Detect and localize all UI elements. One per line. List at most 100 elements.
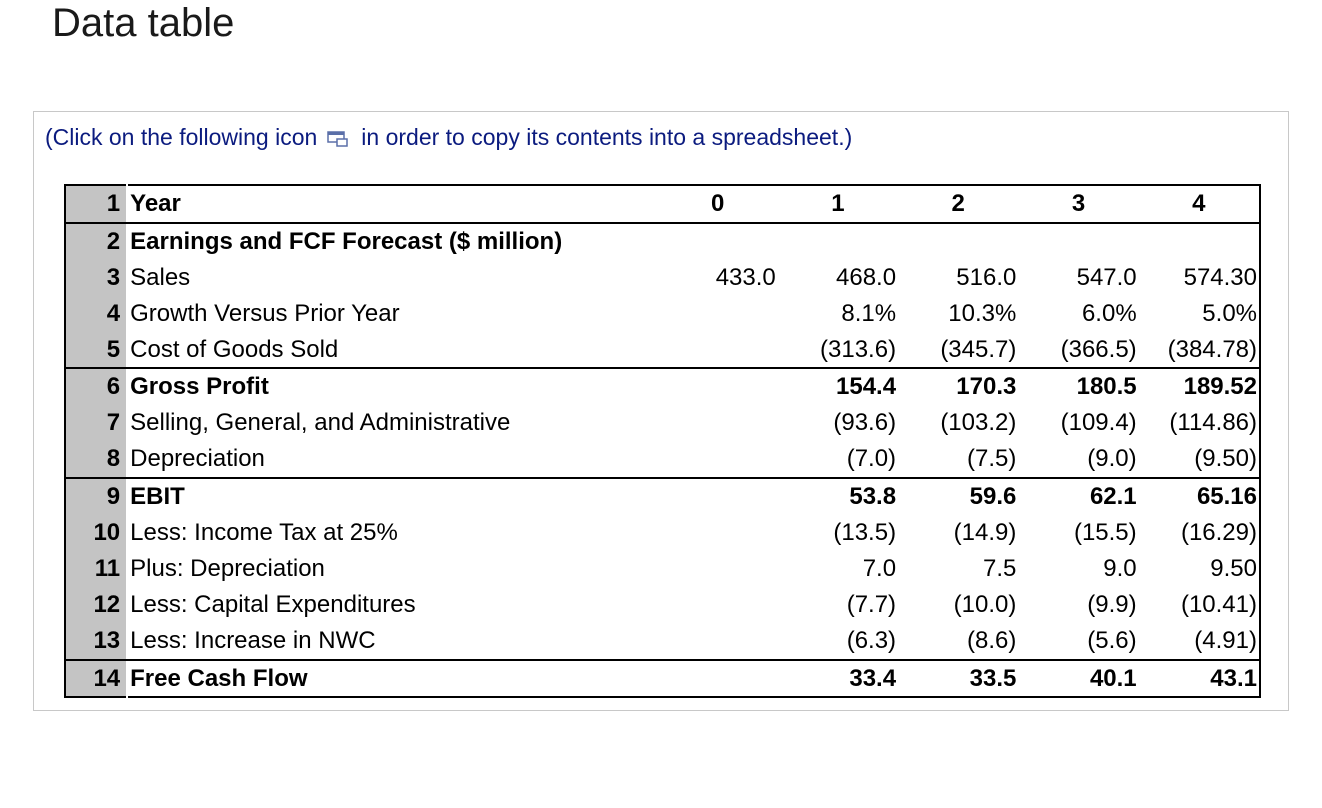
value-cell: 547.0 (1076, 263, 1137, 291)
value-cell (1018, 223, 1138, 260)
row-number: 9 (65, 478, 129, 516)
value-cell: (384.78) (1138, 331, 1260, 370)
row-number: 10 (65, 515, 129, 551)
value-cell: (313.6) (777, 331, 899, 370)
row-number: 12 (65, 586, 129, 623)
row-number: 13 (65, 622, 129, 661)
value-cell (657, 515, 777, 551)
value-cell: 9.50 (1210, 554, 1257, 582)
row-label: Depreciation (127, 441, 658, 480)
row-number: 1 (65, 185, 129, 224)
value-cell (657, 331, 778, 370)
value-cell (657, 368, 777, 405)
value-cell: 6.0% (1081, 299, 1137, 327)
data-table: 1 Year 0 1 2 3 4 2 Earnings and FCF Forecast ($ … (64, 184, 1261, 699)
value-cell: (14.9) (953, 518, 1017, 546)
table-row: 1 Year 0 1 2 3 4 (65, 185, 1260, 224)
value-cell: (103.2) (940, 409, 1017, 437)
table-row: 14 Free Cash Flow 33.4 33.5 40.1 43.1 (65, 659, 1260, 698)
value-cell: (7.0) (777, 441, 899, 480)
instruction-text: in order to copy its contents into a spr… (361, 124, 853, 150)
row-label: Selling, General, and Administrative (130, 409, 511, 437)
value-cell (657, 223, 777, 260)
value-cell: 10.3% (948, 299, 1017, 327)
row-number: 11 (65, 550, 129, 587)
table-row: 3 Sales 433.0 468.0 516.0 547.0 574.30 (65, 259, 1260, 296)
instruction-text: (Click on the following icon (45, 124, 318, 150)
value-cell: (109.4) (1060, 409, 1137, 437)
row-label: Free Cash Flow (130, 664, 308, 692)
page-title: Data table (52, 1, 235, 45)
value-cell: 468.0 (836, 263, 897, 291)
table-row: 10 Less: Income Tax at 25% (13.5) (14.9) (15… (65, 515, 1260, 551)
row-number: 2 (65, 222, 129, 260)
value-cell: 7.5 (982, 554, 1017, 582)
row-label: EBIT (130, 483, 185, 511)
value-cell: 1 (777, 185, 899, 224)
value-cell: (366.5) (1018, 331, 1139, 370)
value-cell: (9.50) (1138, 441, 1260, 480)
table-row: 7 Selling, General, and Administrative (93… (65, 405, 1260, 442)
row-number: 7 (65, 405, 129, 442)
value-cell (657, 478, 777, 515)
table-row: 13 Less: Increase in NWC (6.3) (8.6) (5.6) (4… (65, 622, 1260, 661)
copy-icon[interactable] (327, 129, 349, 147)
table-row: 6 Gross Profit 154.4 170.3 180.5 189.52 (65, 368, 1260, 406)
value-cell: 43.1 (1210, 664, 1257, 692)
value-cell (898, 223, 1018, 260)
value-cell: (16.29) (1180, 518, 1257, 546)
row-number: 8 (65, 441, 129, 480)
value-cell: 40.1 (1089, 664, 1137, 692)
table-row: 8 Depreciation (7.0) (7.5) (9.0) (9.50) (65, 441, 1260, 480)
value-cell: 53.8 (849, 483, 897, 511)
value-cell: 574.30 (1183, 263, 1257, 291)
row-number: 5 (65, 331, 129, 370)
value-cell: (10.41) (1180, 590, 1257, 618)
row-label: Plus: Depreciation (130, 554, 325, 582)
value-cell (1139, 223, 1260, 260)
value-cell: (5.6) (1018, 622, 1139, 661)
row-number: 3 (65, 259, 129, 296)
value-cell (657, 622, 778, 661)
value-cell (657, 660, 777, 698)
value-cell: 0 (657, 185, 778, 224)
value-cell: (9.0) (1018, 441, 1139, 480)
value-cell: (15.5) (1073, 518, 1137, 546)
value-cell: (4.91) (1138, 622, 1260, 661)
row-label: Less: Capital Expenditures (130, 590, 416, 618)
row-label: Growth Versus Prior Year (130, 299, 400, 327)
value-cell (657, 405, 777, 441)
table-row: 4 Growth Versus Prior Year 8.1% 10.3% 6.0% 5.… (65, 295, 1260, 332)
row-label: Year (127, 185, 658, 224)
value-cell (657, 296, 777, 332)
value-cell: (10.0) (953, 590, 1017, 618)
value-cell: 170.3 (956, 373, 1017, 401)
value-cell: (8.6) (898, 622, 1019, 661)
row-number: 6 (65, 368, 129, 406)
value-cell: 516.0 (956, 263, 1017, 291)
value-cell: (7.5) (898, 441, 1019, 480)
value-cell: (345.7) (898, 331, 1019, 370)
value-cell: 189.52 (1183, 373, 1257, 401)
value-cell: 2 (898, 185, 1019, 224)
value-cell (778, 223, 898, 260)
row-number: 14 (65, 659, 129, 698)
value-cell: (7.7) (846, 590, 897, 618)
table-row: 12 Less: Capital Expenditures (7.7) (10.0) (… (65, 586, 1260, 623)
value-cell: 8.1% (841, 299, 897, 327)
table-row: 2 Earnings and FCF Forecast ($ million) (65, 222, 1260, 260)
value-cell (657, 441, 778, 480)
value-cell: 59.6 (969, 483, 1017, 511)
table-row: 5 Cost of Goods Sold (313.6) (345.7) (366.5)… (65, 331, 1260, 370)
row-label: Earnings and FCF Forecast ($ million) (130, 227, 563, 255)
value-cell: 154.4 (836, 373, 897, 401)
row-label: Less: Income Tax at 25% (130, 518, 398, 546)
value-cell: 433.0 (715, 263, 776, 291)
value-cell: 62.1 (1089, 483, 1137, 511)
value-cell: 33.4 (849, 664, 897, 692)
value-cell: (6.3) (777, 622, 899, 661)
value-cell: (13.5) (833, 518, 897, 546)
value-cell: 33.5 (969, 664, 1017, 692)
value-cell: 65.16 (1196, 483, 1257, 511)
